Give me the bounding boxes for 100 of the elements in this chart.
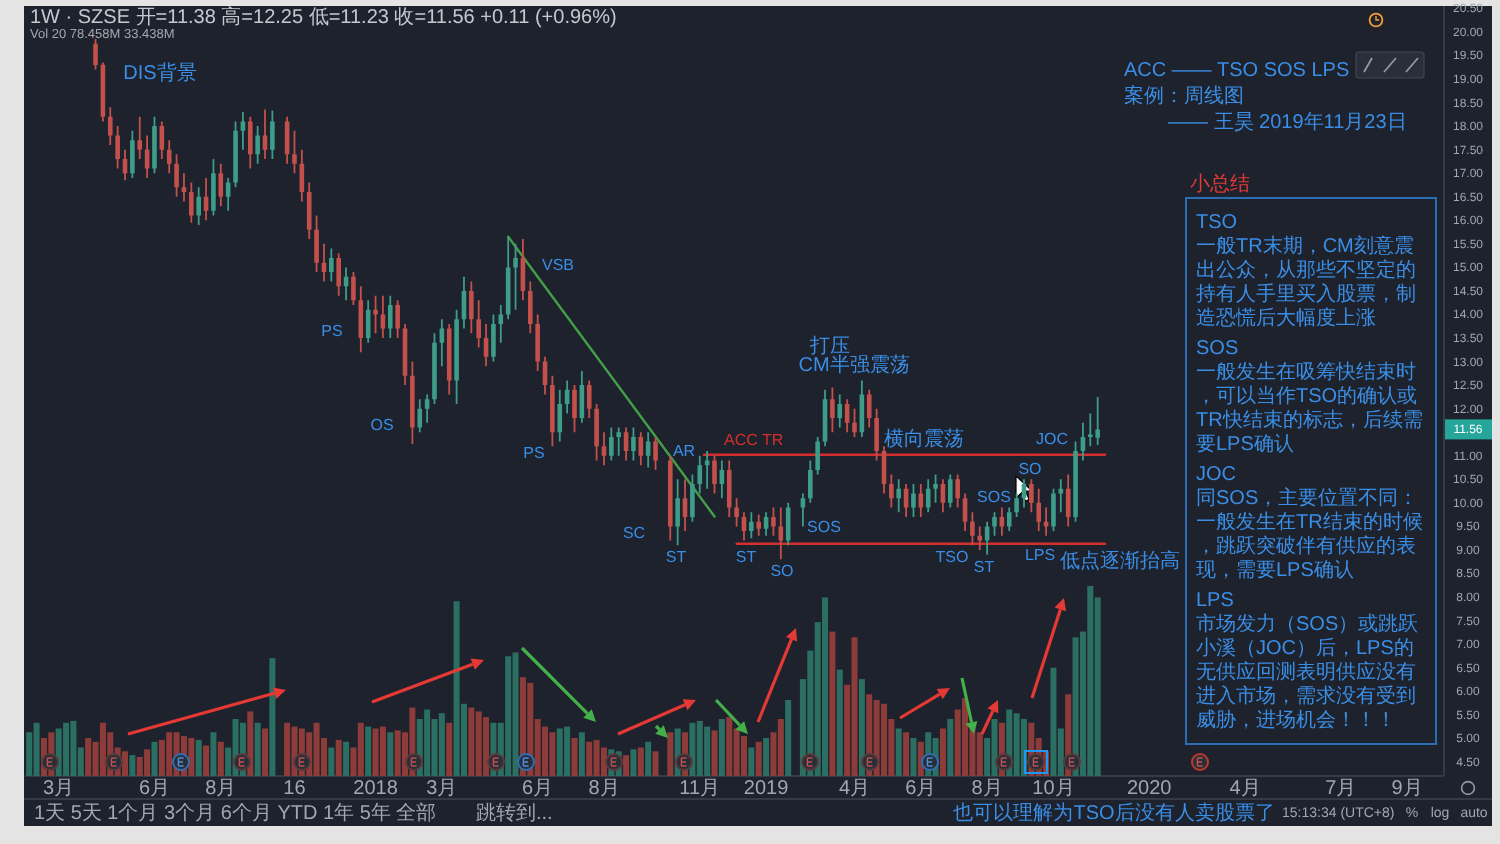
candlestick [1058, 479, 1064, 513]
x-tick-label: 4月 [838, 778, 871, 800]
bar [947, 719, 954, 776]
bar [387, 732, 394, 776]
candlestick [137, 116, 143, 160]
annotation: 横向震荡 [884, 427, 964, 451]
annotation: SOS [977, 487, 1011, 506]
bar [144, 749, 151, 776]
bar [512, 652, 519, 776]
annotation: SOS 一般发生在吸筹快结束时，可以当作TSO的确认或TR快结束的标志，后续需要LPS确认 [1196, 338, 1423, 456]
annotation: ST [735, 547, 757, 566]
candlestick [616, 427, 621, 456]
bar [357, 722, 364, 776]
bar [151, 741, 158, 776]
x-tick-label: 9月 [1391, 778, 1423, 800]
bar [939, 728, 946, 776]
bar [475, 711, 482, 776]
bar [85, 738, 92, 776]
bar [379, 726, 386, 776]
bar [822, 597, 829, 776]
annotation: CM半强震荡 [798, 353, 910, 377]
x-tick-label: 8月 [205, 778, 237, 800]
x-tick-label: 8月 [588, 778, 620, 800]
annotation: DIS背景 [123, 61, 197, 85]
bar [1013, 713, 1020, 776]
bar [718, 719, 725, 776]
annotation: JOC 同SOS，主要位置不同：一般发生在TR结束的时候，跳跃突破伴有供应的表现，需要LPS确认 [1196, 464, 1423, 582]
bar [652, 751, 659, 776]
bar [836, 669, 843, 776]
bar [70, 720, 77, 776]
annotation: PS [321, 321, 343, 340]
bar [446, 722, 453, 776]
bar [910, 738, 917, 776]
x-tick-label: 10月 [1032, 778, 1075, 800]
bar [755, 741, 762, 776]
bar [99, 722, 106, 776]
annotation: SO [770, 561, 794, 580]
bar [217, 741, 224, 776]
bar [704, 726, 711, 776]
bar [556, 728, 563, 776]
bar [505, 656, 512, 776]
text: 1天 5天 1个月 3个月 6个月 YTD 1年 5年 全部 [34, 801, 437, 825]
candlestick [704, 451, 710, 489]
x-tick-label: 2020 [1127, 778, 1173, 800]
bar [564, 726, 571, 776]
bar [438, 713, 445, 776]
bar [136, 757, 143, 776]
bar [895, 728, 902, 776]
x-tick-label: 6月 [905, 778, 937, 800]
bar [1050, 667, 1057, 776]
bar [829, 631, 836, 776]
text: ACC —— TSO SOS LPS [1124, 60, 1350, 82]
bar [262, 728, 268, 776]
bar [195, 739, 202, 776]
bar [711, 730, 718, 776]
bar [637, 747, 644, 776]
annotation: JOC [1036, 429, 1069, 448]
x-tick-label: 8月 [971, 778, 1003, 800]
x-tick-label: 16 [283, 778, 307, 800]
bar [63, 722, 70, 776]
text: 跳转到... [476, 801, 553, 825]
annotation: ST [973, 557, 995, 576]
bar [129, 755, 136, 776]
bar [777, 719, 784, 776]
annotation: TSO 一般TR末期，CM刻意震出公众，从那些不坚定的持有人手里买入股票，制造恐慌后大幅度上涨 [1196, 212, 1416, 330]
bar [313, 722, 320, 776]
candlestick [896, 479, 902, 513]
annotation: SC [622, 523, 646, 542]
bar [1087, 586, 1094, 776]
bar [284, 722, 291, 776]
bar [166, 732, 173, 776]
x-tick-label: 3月 [426, 778, 458, 800]
annotation: LPS [1024, 545, 1056, 564]
text: 也可以理解为TSO后没有人卖股票了 [953, 801, 1275, 825]
x-tick-label: 11月 [679, 778, 721, 800]
annotation: 低点逐渐抬高 [1060, 549, 1180, 573]
x-tick-label: 7月 [1325, 778, 1357, 800]
annotation: LPS 市场发力（SOS）或跳跃小溪（JOC）后，LPS的无供应回测表明供应没有进入市场，需求没有受到威胁，进场机会！！！ [1196, 590, 1419, 732]
bar [542, 726, 549, 776]
x-tick-label: 2019 [743, 778, 790, 800]
series-label: ACC TR [723, 430, 784, 449]
candlestick [977, 526, 983, 550]
bar [158, 739, 165, 776]
bar [851, 637, 858, 776]
candlestick [1095, 396, 1100, 445]
bar [33, 722, 40, 776]
annotation: SO [1018, 459, 1042, 478]
bar [335, 739, 342, 776]
bar [188, 738, 195, 776]
annotation: ST [665, 547, 687, 566]
bar [976, 732, 983, 776]
x-tick-label: 6月 [522, 778, 554, 800]
x-tick-label: 4月 [1229, 778, 1261, 800]
bar [203, 745, 210, 776]
bar [210, 732, 217, 776]
text: 案例：周线图 [1124, 84, 1244, 108]
bar [630, 749, 637, 776]
bar [468, 707, 475, 776]
bar [880, 703, 887, 776]
bar [372, 728, 379, 776]
